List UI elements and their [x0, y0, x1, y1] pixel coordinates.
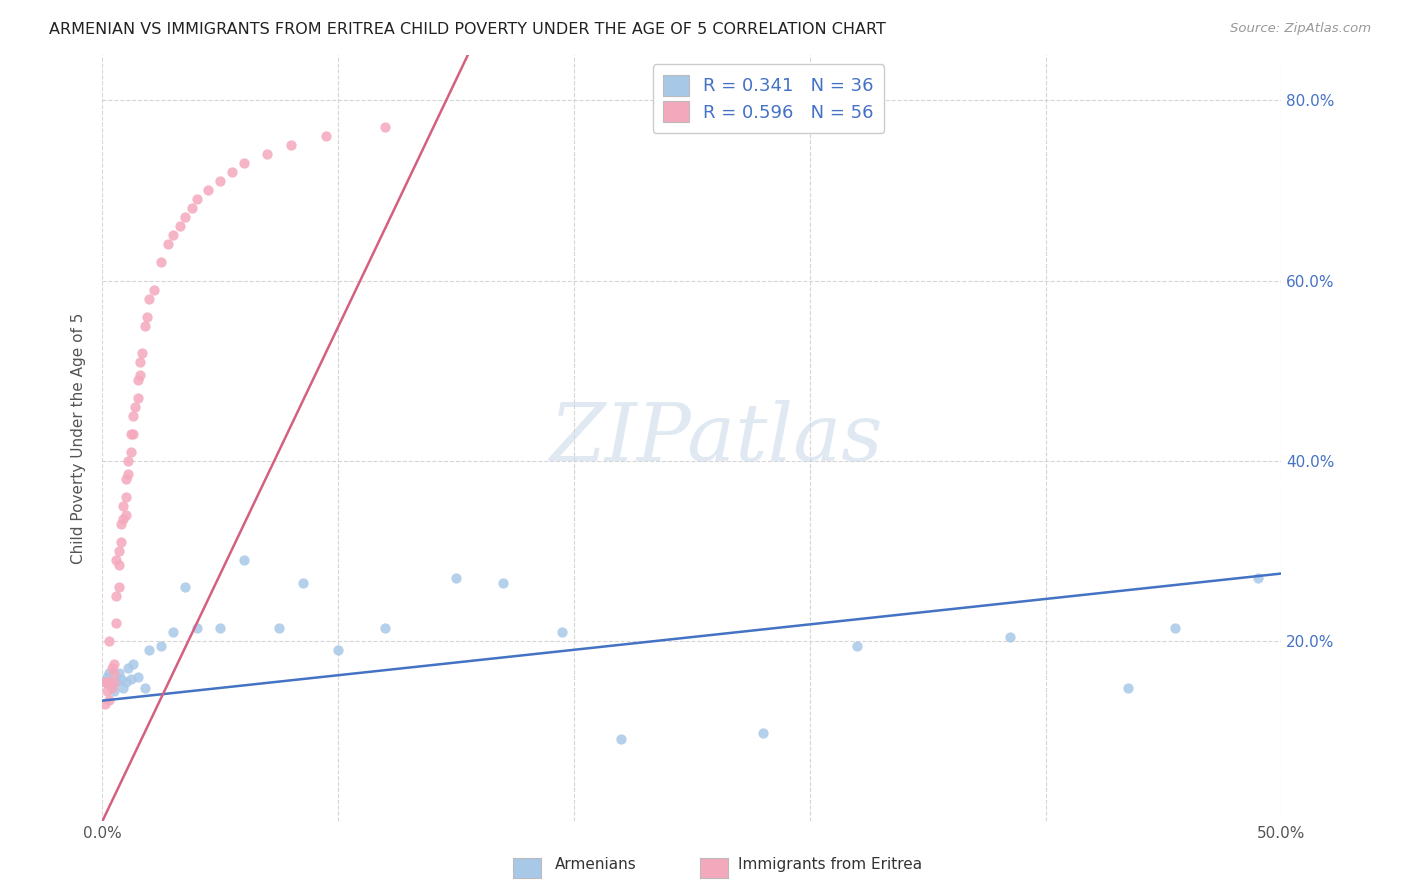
Point [107, 558, 129, 572]
Point [124, 400, 146, 414]
Point [117, 467, 139, 482]
Text: ZIPatlas: ZIPatlas [548, 400, 882, 477]
Point [845, 639, 868, 653]
Point [444, 571, 467, 585]
Point [162, 228, 184, 243]
Point [110, 516, 132, 531]
Point [209, 174, 232, 188]
Point [998, 630, 1021, 644]
Point [120, 672, 142, 686]
Point [374, 120, 396, 135]
Point [110, 672, 132, 686]
Point [93, 698, 115, 712]
Point [103, 683, 125, 698]
Point [103, 674, 125, 689]
Point [105, 674, 128, 689]
Point [143, 283, 166, 297]
Text: ARMENIAN VS IMMIGRANTS FROM ERITREA CHILD POVERTY UNDER THE AGE OF 5 CORRELATION: ARMENIAN VS IMMIGRANTS FROM ERITREA CHIL… [49, 22, 886, 37]
Point [107, 544, 129, 558]
Point [105, 553, 128, 567]
Point [180, 202, 202, 216]
Point [291, 575, 314, 590]
Point [374, 621, 396, 635]
Point [232, 553, 254, 567]
Point [186, 621, 208, 635]
Point [1116, 681, 1139, 695]
Point [326, 643, 349, 657]
Point [122, 657, 145, 671]
Point [100, 661, 122, 675]
Point [105, 589, 128, 603]
Point [173, 580, 195, 594]
Point [122, 426, 145, 441]
Point [162, 625, 184, 640]
Point [751, 726, 773, 740]
Point [96, 670, 118, 684]
Point [117, 661, 139, 675]
Point [129, 354, 152, 368]
Point [100, 679, 122, 693]
Point [150, 639, 173, 653]
Point [103, 665, 125, 680]
Point [173, 211, 195, 225]
Point [551, 625, 574, 640]
Point [93, 674, 115, 689]
Point [122, 409, 145, 423]
Point [100, 681, 122, 695]
Point [129, 368, 152, 383]
Point [127, 670, 149, 684]
Point [112, 512, 135, 526]
Point [98, 674, 121, 689]
Point [98, 634, 121, 648]
Point [98, 665, 121, 680]
Point [134, 681, 156, 695]
Point [610, 731, 633, 746]
Point [197, 183, 219, 197]
Point [96, 683, 118, 698]
Point [107, 665, 129, 680]
Point [114, 490, 136, 504]
Point [117, 454, 139, 468]
Point [114, 472, 136, 486]
Point [110, 535, 132, 549]
Point [209, 621, 232, 635]
Point [112, 681, 135, 695]
Point [1164, 621, 1187, 635]
Point [105, 616, 128, 631]
Point [127, 391, 149, 405]
Point [120, 445, 142, 459]
Point [96, 674, 118, 689]
Point [492, 575, 515, 590]
Point [93, 674, 115, 689]
Point [98, 692, 121, 706]
Point [1247, 571, 1270, 585]
Point [157, 237, 180, 252]
Legend: R = 0.341   N = 36, R = 0.596   N = 56: R = 0.341 N = 36, R = 0.596 N = 56 [652, 64, 884, 133]
Text: Armenians: Armenians [555, 857, 637, 872]
Point [267, 621, 290, 635]
Point [107, 580, 129, 594]
Point [103, 657, 125, 671]
Point [138, 643, 160, 657]
Point [221, 165, 243, 179]
Point [112, 499, 135, 513]
Point [280, 138, 302, 153]
Point [232, 156, 254, 170]
Point [120, 426, 142, 441]
Text: Source: ZipAtlas.com: Source: ZipAtlas.com [1230, 22, 1371, 36]
Point [114, 508, 136, 522]
Point [136, 310, 159, 324]
Point [138, 292, 160, 306]
Point [169, 219, 191, 234]
Point [186, 193, 208, 207]
Point [256, 147, 278, 161]
Point [114, 674, 136, 689]
Text: Immigrants from Eritrea: Immigrants from Eritrea [738, 857, 922, 872]
Point [134, 318, 156, 333]
Point [131, 345, 153, 359]
Point [150, 255, 173, 269]
Point [127, 373, 149, 387]
Point [315, 129, 337, 144]
Y-axis label: Child Poverty Under the Age of 5: Child Poverty Under the Age of 5 [72, 312, 86, 564]
